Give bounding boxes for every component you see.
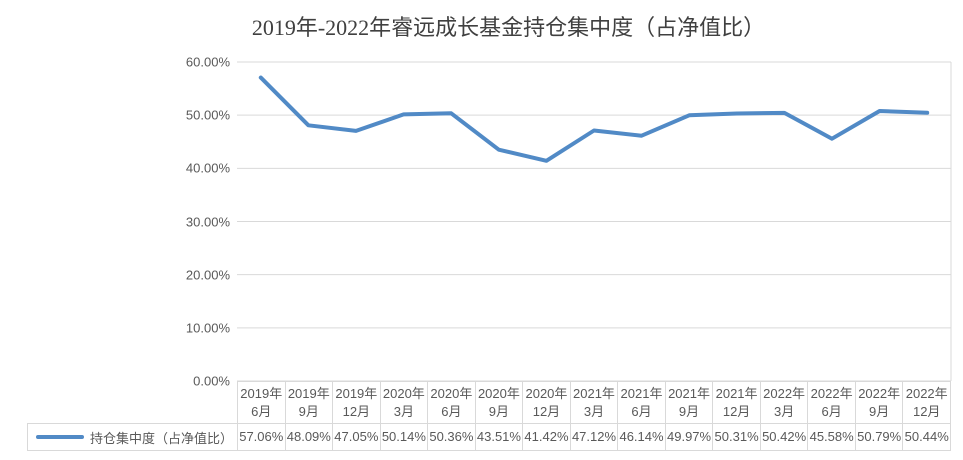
x-category-line: 6月 bbox=[631, 404, 652, 419]
x-category-cell: 2022年 9月 bbox=[854, 382, 903, 424]
series-value-row: 57.06% 48.09% 47.05% 50.14% 50.36% 43.51% 41.4… bbox=[237, 424, 951, 451]
x-category-cell: 2019年 12月 bbox=[332, 382, 380, 424]
x-category-line: 2020年 bbox=[430, 386, 473, 401]
x-category-cell: 2021年 3月 bbox=[569, 382, 618, 424]
x-category-line: 9月 bbox=[869, 404, 890, 419]
x-category-cell: 2020年 3月 bbox=[379, 382, 428, 424]
x-category-line: 2021年 bbox=[668, 386, 710, 401]
legend: 持仓集中度（占净值比） bbox=[27, 423, 238, 451]
x-category-line: 3月 bbox=[393, 404, 414, 419]
series-value-cell: 50.44% bbox=[902, 424, 950, 451]
x-category-line: 12月 bbox=[912, 404, 941, 419]
x-category-line: 3月 bbox=[583, 404, 605, 419]
x-category-cell: 2021年 6月 bbox=[617, 382, 665, 424]
x-category-line: 2022年 bbox=[763, 386, 806, 401]
series-value-cell: 47.12% bbox=[569, 424, 618, 451]
series-value-cell: 46.14% bbox=[617, 424, 665, 451]
x-category-line: 9月 bbox=[488, 404, 510, 419]
x-category-line: 2019年 bbox=[240, 386, 283, 401]
x-category-cell: 2021年 9月 bbox=[664, 382, 713, 424]
x-category-cell: 2022年 6月 bbox=[807, 382, 855, 424]
x-category-line: 2021年 bbox=[573, 386, 615, 401]
x-category-cell: 2021年 12月 bbox=[712, 382, 760, 424]
series-value-cell: 50.79% bbox=[854, 424, 903, 451]
x-category-line: 9月 bbox=[678, 404, 700, 419]
series-value-cell: 45.58% bbox=[807, 424, 855, 451]
x-category-line: 2020年 bbox=[477, 386, 520, 401]
series-value-cell: 48.09% bbox=[284, 424, 333, 451]
series-value-cell: 47.05% bbox=[332, 424, 380, 451]
x-category-line: 2022年 bbox=[858, 386, 901, 401]
x-category-line: 9月 bbox=[298, 404, 319, 419]
series-value-cell: 50.31% bbox=[712, 424, 760, 451]
x-axis-header-row: 2019年 6月 2019年 9月 2019年 12月 2020年 3月 2020年 6月 2020… bbox=[237, 381, 951, 424]
x-category-line: 6月 bbox=[441, 404, 462, 419]
x-category-cell: 2020年 6月 bbox=[427, 382, 475, 424]
x-category-line: 12月 bbox=[342, 404, 371, 419]
x-category-cell: 2019年 6月 bbox=[237, 382, 285, 424]
x-category-cell: 2020年 9月 bbox=[474, 382, 523, 424]
chart-title: 2019年-2022年睿远成长基金持仓集中度（占净值比） bbox=[251, 15, 766, 40]
x-category-line: 2019年 bbox=[335, 386, 378, 401]
series-value-cell: 57.06% bbox=[237, 424, 285, 451]
x-category-cell: 2022年 3月 bbox=[759, 382, 808, 424]
x-category-cell: 2019年 9月 bbox=[284, 382, 333, 424]
x-category-line: 2021年 bbox=[715, 386, 758, 401]
series-value-cell: 50.42% bbox=[759, 424, 808, 451]
legend-label: 持仓集中度（占净值比） bbox=[90, 430, 234, 446]
x-category-cell: 2022年 12月 bbox=[902, 382, 950, 424]
x-category-line: 2021年 bbox=[620, 386, 663, 401]
series-value-cell: 50.36% bbox=[427, 424, 475, 451]
data-table: 2019年 6月 2019年 9月 2019年 12月 2020年 3月 2020年 6月 2020… bbox=[237, 381, 951, 451]
x-category-line: 2019年 bbox=[287, 386, 330, 401]
x-category-cell: 2020年 12月 bbox=[522, 382, 570, 424]
x-category-line: 12月 bbox=[532, 404, 561, 419]
legend-line-marker bbox=[36, 435, 84, 439]
series-value-cell: 41.42% bbox=[522, 424, 570, 451]
series-value-cell: 43.51% bbox=[474, 424, 523, 451]
x-category-line: 2020年 bbox=[382, 386, 425, 401]
x-category-line: 2020年 bbox=[525, 386, 568, 401]
x-category-line: 12月 bbox=[722, 404, 751, 419]
x-category-line: 6月 bbox=[821, 404, 842, 419]
x-category-line: 3月 bbox=[773, 404, 795, 419]
x-category-line: 2022年 bbox=[905, 386, 948, 401]
x-category-line: 2022年 bbox=[810, 386, 853, 401]
series-value-cell: 49.97% bbox=[664, 424, 713, 451]
series-line-holding-concentration bbox=[258, 75, 930, 163]
series-value-cell: 50.14% bbox=[379, 424, 428, 451]
x-category-line: 6月 bbox=[251, 404, 272, 419]
